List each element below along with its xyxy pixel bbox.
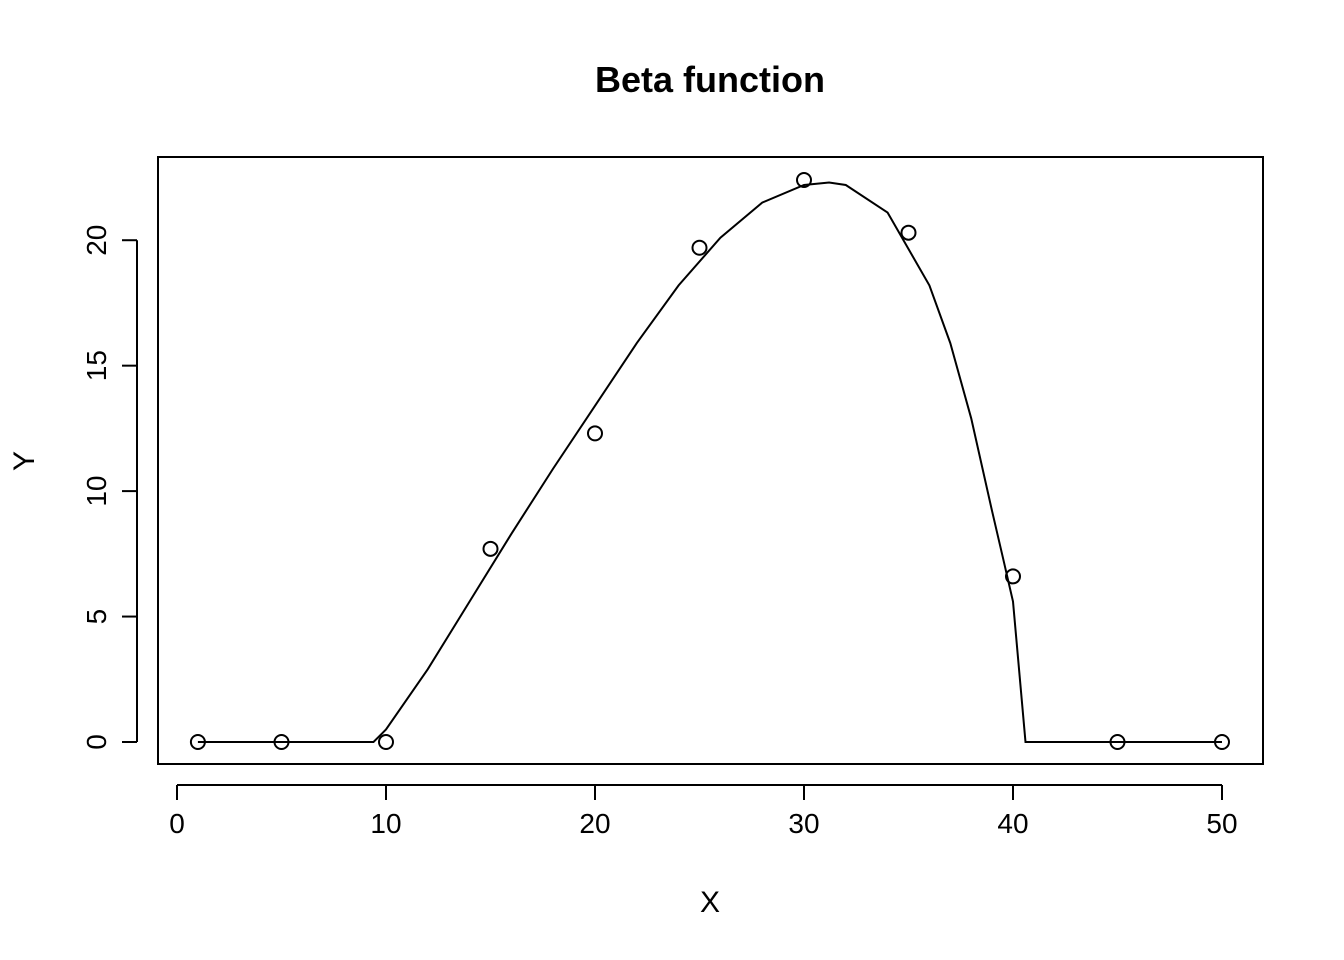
x-axis-label: X (700, 886, 720, 919)
y-axis: 0 5 10 15 20 (81, 225, 138, 750)
data-point (482, 540, 499, 557)
data-point (587, 425, 603, 442)
plot-frame (157, 156, 1264, 765)
data-point (691, 239, 708, 256)
x-axis: 0 10 20 30 40 50 (169, 784, 1238, 839)
y-tick-label: 10 (81, 476, 112, 507)
data-point (189, 734, 206, 750)
y-tick-label: 15 (81, 350, 112, 381)
x-tick-label: 0 (169, 808, 185, 839)
y-axis-label: Y (8, 451, 41, 471)
data-point (1214, 734, 1230, 750)
data-point (378, 734, 394, 750)
data-point (1005, 568, 1021, 585)
x-tick-label: 10 (370, 808, 401, 839)
data-points (189, 172, 1230, 750)
y-tick-label: 20 (81, 225, 112, 256)
x-tick-label: 30 (788, 808, 819, 839)
x-tick-label: 20 (579, 808, 610, 839)
data-point (273, 734, 290, 750)
fitted-curve-line (197, 181, 1222, 743)
chart-title: Beta function (595, 59, 825, 100)
y-tick-label: 0 (81, 734, 112, 750)
y-tick-label: 5 (81, 609, 112, 625)
x-tick-label: 40 (997, 808, 1028, 839)
data-point (796, 172, 812, 188)
x-tick-label: 50 (1206, 808, 1237, 839)
data-point (900, 224, 917, 241)
data-point (1109, 734, 1126, 750)
